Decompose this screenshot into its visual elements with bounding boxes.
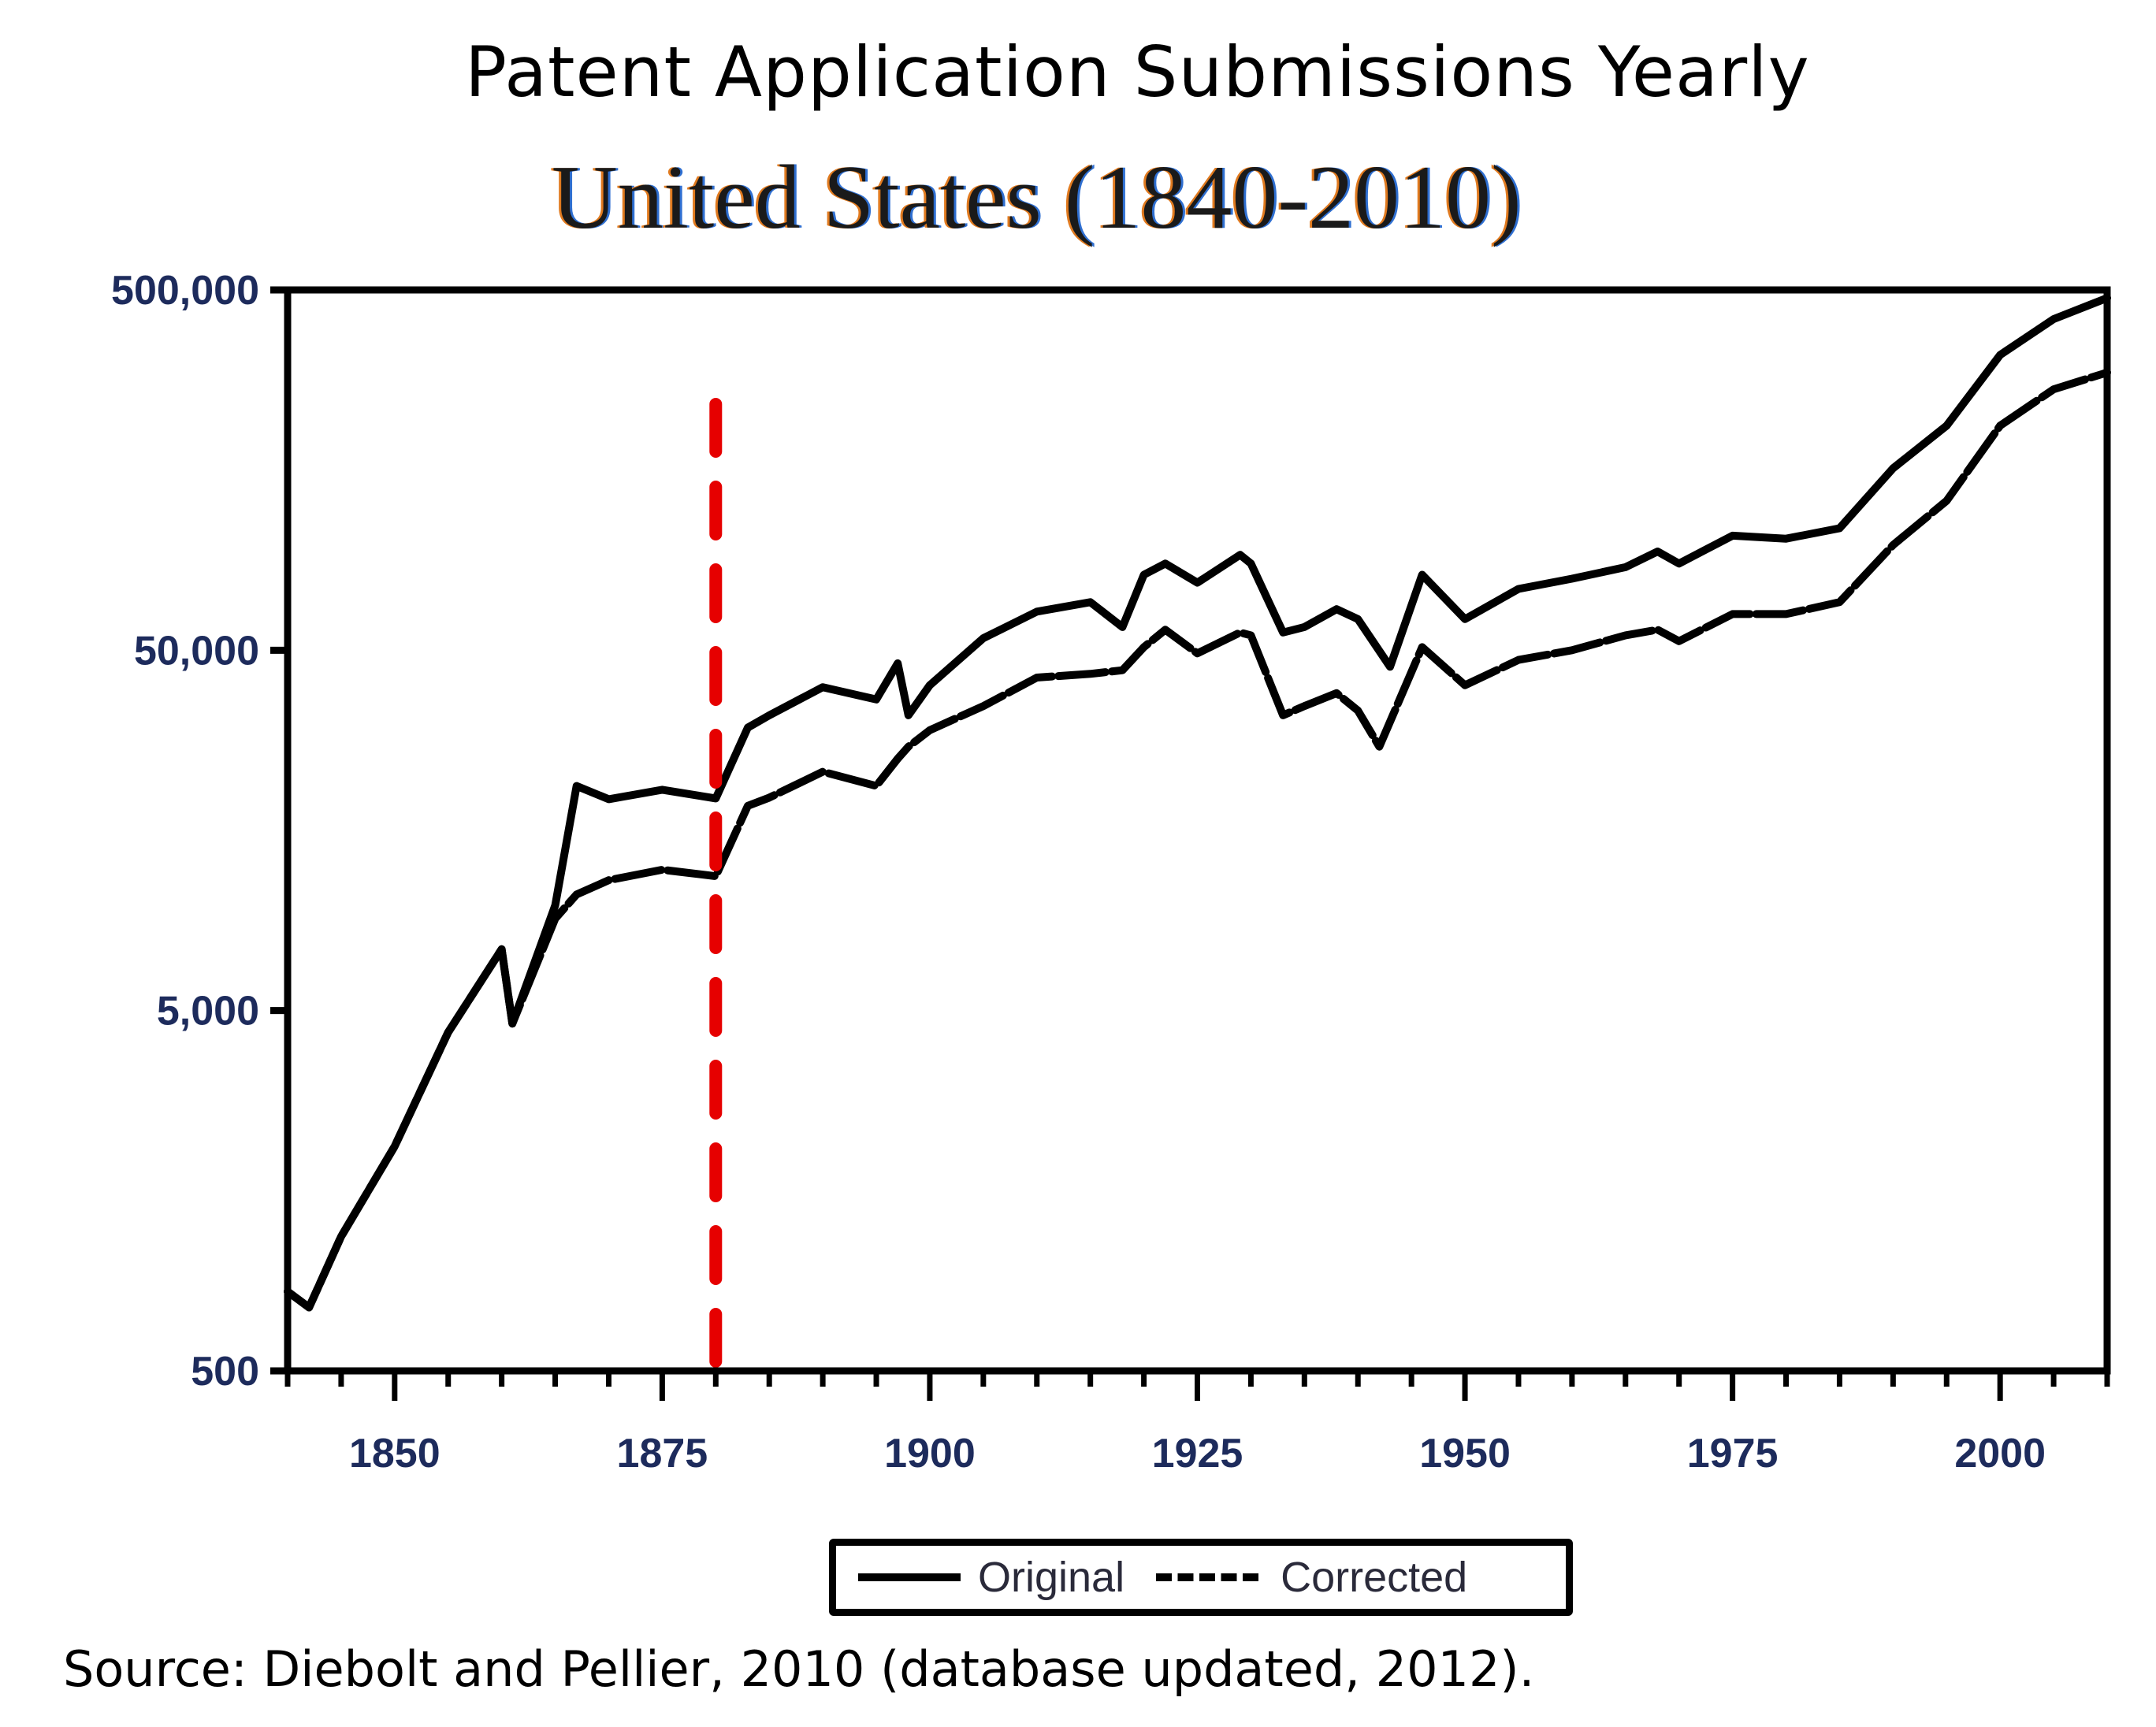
plot-area bbox=[284, 294, 2111, 1312]
x-tick-label: 1975 bbox=[1687, 1431, 1779, 1476]
source-note: Source: Diebolt and Pellier, 2010 (datab… bbox=[63, 1640, 1535, 1698]
y-tick-label: 500 bbox=[191, 1349, 259, 1395]
x-tick-label: 1875 bbox=[617, 1431, 708, 1476]
legend: Original Corrected bbox=[829, 1539, 1573, 1616]
x-tick-label: 1850 bbox=[349, 1431, 440, 1476]
legend-item-original: Original bbox=[836, 1553, 1124, 1602]
y-axis: 500 5,000 50,000 500,000 bbox=[111, 268, 288, 1395]
legend-label-original: Original bbox=[978, 1554, 1125, 1601]
chart-title: Patent Application Submissions Yearly bbox=[465, 32, 1810, 113]
y-tick-label: 5,000 bbox=[157, 989, 259, 1034]
x-tick-label: 1950 bbox=[1419, 1431, 1511, 1476]
series-corrected bbox=[284, 368, 2111, 1312]
legend-item-corrected: Corrected bbox=[1124, 1553, 1467, 1602]
y-tick-label: 500,000 bbox=[111, 268, 259, 314]
x-tick-label: 1900 bbox=[884, 1431, 976, 1476]
chart-subtitle: United States (1840-2010) bbox=[552, 147, 1522, 248]
x-tick-label: 1925 bbox=[1152, 1431, 1243, 1476]
x-tick-label: 2000 bbox=[1954, 1431, 2046, 1476]
legend-label-corrected: Corrected bbox=[1281, 1554, 1468, 1601]
dashed-line-icon bbox=[1156, 1573, 1259, 1581]
plot-frame bbox=[284, 286, 2111, 1375]
x-axis: 1850 1875 1900 1925 1950 1975 2000 bbox=[284, 1371, 2110, 1476]
y-tick-label: 50,000 bbox=[134, 628, 259, 674]
solid-line-icon bbox=[858, 1573, 961, 1581]
series-original bbox=[284, 294, 2111, 1312]
